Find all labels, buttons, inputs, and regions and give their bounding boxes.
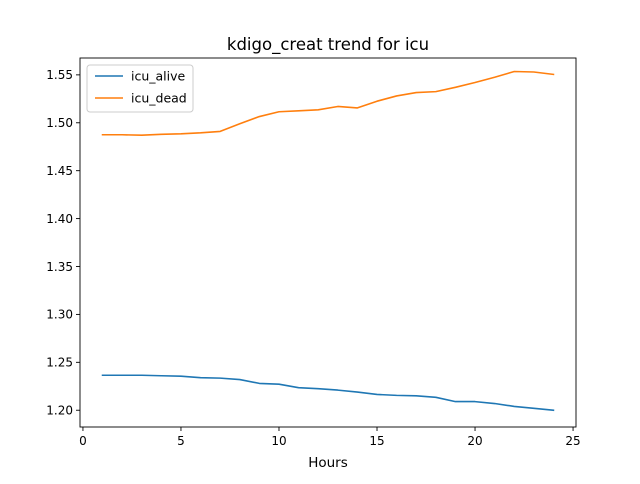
plot-area [101, 70, 555, 412]
y-tick-label: 1.50 [46, 116, 73, 130]
y-tick-label: 1.30 [46, 308, 73, 322]
chart-title: kdigo_creat trend for icu [227, 35, 429, 55]
series-line-icu_alive [101, 374, 555, 412]
x-tick-label: 25 [565, 434, 580, 448]
y-tick-label: 1.20 [46, 404, 73, 418]
y-tick-label: 1.55 [46, 68, 73, 82]
series-line-icu_dead [101, 70, 555, 137]
x-tick-label: 15 [369, 434, 384, 448]
x-tick-label: 0 [79, 434, 87, 448]
x-tick-label: 20 [467, 434, 482, 448]
axes: 0 5 10 15 20 25 1.20 1.25 1.30 1.35 1.40 1.45 1.50 1.… [46, 57, 581, 448]
y-tick-label: 1.45 [46, 164, 73, 178]
y-tick-label: 1.40 [46, 212, 73, 226]
x-axis-label: Hours [308, 455, 348, 471]
x-tick-label: 10 [271, 434, 286, 448]
y-tick-label: 1.25 [46, 356, 73, 370]
legend-label-icu_dead: icu_dead [131, 91, 187, 106]
y-tick-label: 1.35 [46, 260, 73, 274]
x-tick-label: 5 [177, 434, 185, 448]
axes-frame [79, 57, 577, 428]
legend: icu_alive icu_dead [86, 64, 194, 113]
legend-label-icu_alive: icu_alive [131, 69, 186, 84]
